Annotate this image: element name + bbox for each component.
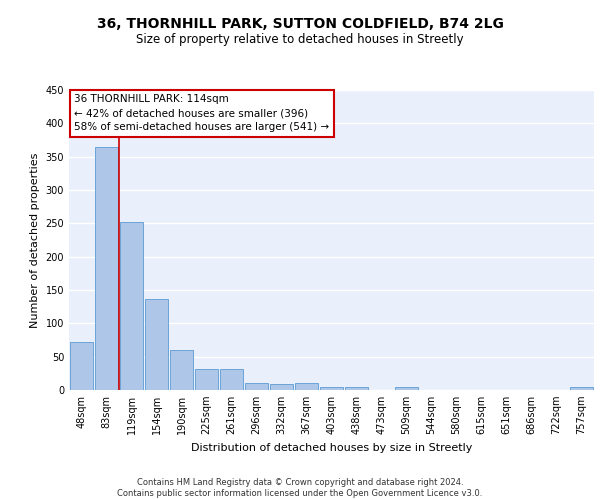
Bar [320, 386, 343, 390]
Text: Size of property relative to detached houses in Streetly: Size of property relative to detached ho… [136, 32, 464, 46]
Bar [295, 384, 318, 390]
Bar [220, 370, 243, 390]
Bar [395, 388, 418, 390]
Y-axis label: Number of detached properties: Number of detached properties [30, 152, 40, 328]
Text: 36 THORNHILL PARK: 114sqm
← 42% of detached houses are smaller (396)
58% of semi: 36 THORNHILL PARK: 114sqm ← 42% of detac… [74, 94, 329, 132]
Bar [570, 388, 593, 390]
Bar [270, 384, 293, 390]
Text: Contains HM Land Registry data © Crown copyright and database right 2024.
Contai: Contains HM Land Registry data © Crown c… [118, 478, 482, 498]
Bar [95, 146, 118, 390]
X-axis label: Distribution of detached houses by size in Streetly: Distribution of detached houses by size … [191, 442, 472, 452]
Bar [145, 300, 168, 390]
Bar [120, 222, 143, 390]
Bar [245, 384, 268, 390]
Bar [70, 342, 93, 390]
Bar [170, 350, 193, 390]
Bar [195, 370, 218, 390]
Bar [345, 386, 368, 390]
Text: 36, THORNHILL PARK, SUTTON COLDFIELD, B74 2LG: 36, THORNHILL PARK, SUTTON COLDFIELD, B7… [97, 18, 503, 32]
